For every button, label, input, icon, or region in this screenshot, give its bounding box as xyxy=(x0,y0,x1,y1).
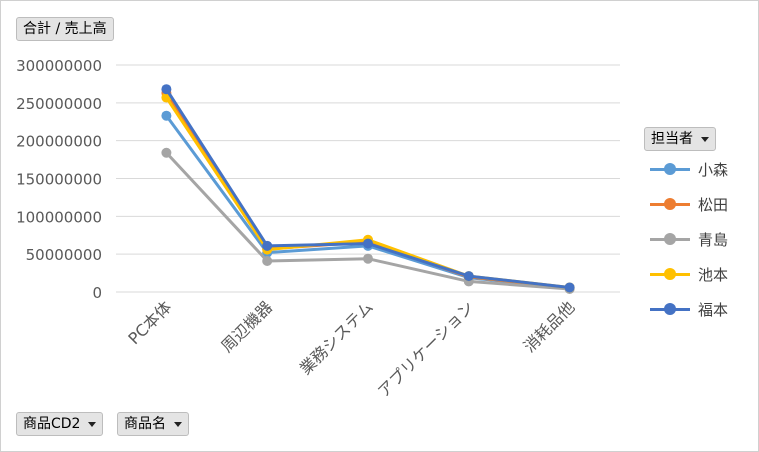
data-point[interactable] xyxy=(262,255,273,266)
dropdown-arrow-icon xyxy=(701,136,709,142)
series-青島 xyxy=(161,147,575,294)
series-line xyxy=(165,151,570,291)
y-tick-label: 100000000 xyxy=(16,208,102,226)
data-point[interactable] xyxy=(161,147,172,158)
y-axis-tick-labels: 0 50000000 100000000 150000000 200000000 2500… xyxy=(16,57,102,302)
x-tick-label: PC本体 xyxy=(124,297,175,348)
legend-label: 小森 xyxy=(698,161,729,179)
axis-field-label: 商品名 xyxy=(124,416,166,432)
x-tick-label: 業務システム xyxy=(296,297,377,378)
values-field-button[interactable]: 合計 / 売上高 xyxy=(16,17,114,41)
legend-label: 青島 xyxy=(698,231,729,249)
data-point[interactable] xyxy=(564,282,575,293)
series-福本 xyxy=(161,84,575,293)
legend-field-button[interactable]: 担当者 xyxy=(644,127,716,151)
data-point[interactable] xyxy=(363,238,373,249)
x-tick-label: 周辺機器 xyxy=(217,297,276,356)
series-小森 xyxy=(161,110,575,294)
x-tick-label: 消耗品他 xyxy=(520,297,579,356)
dropdown-arrow-icon xyxy=(88,421,97,427)
values-field-label: 合計 / 売上高 xyxy=(23,21,107,37)
y-tick-label: 50000000 xyxy=(26,246,102,264)
legend-label: 福本 xyxy=(698,301,729,319)
y-tick-label: 300000000 xyxy=(16,57,102,75)
legend-item[interactable]: 小森 xyxy=(648,160,758,180)
y-tick-label: 200000000 xyxy=(16,133,102,151)
axis-field-button-product-name[interactable]: 商品名 xyxy=(117,412,189,436)
y-tick-label: 250000000 xyxy=(16,95,102,113)
data-point[interactable] xyxy=(262,240,273,251)
legend-dot-marker xyxy=(664,198,676,210)
legend-field-label: 担当者 xyxy=(651,131,693,147)
axis-field-label: 商品CD2 xyxy=(23,416,81,432)
series-group xyxy=(161,84,575,294)
legend-item[interactable]: 池本 xyxy=(648,265,758,285)
axis-field-button-product-code[interactable]: 商品CD2 xyxy=(16,412,104,436)
data-point[interactable] xyxy=(363,253,373,264)
legend-item[interactable]: 青島 xyxy=(648,230,758,250)
legend-dot-marker xyxy=(664,233,676,245)
dropdown-arrow-icon xyxy=(174,421,182,427)
legend-label: 池本 xyxy=(698,266,729,284)
legend-item[interactable]: 松田 xyxy=(648,195,758,215)
data-point[interactable] xyxy=(161,110,172,121)
x-tick-label: アプリケーション xyxy=(374,297,478,401)
legend-item[interactable]: 福本 xyxy=(648,300,758,320)
legend-dot-marker xyxy=(664,268,676,280)
legend-dot-marker xyxy=(664,163,676,175)
y-tick-label: 150000000 xyxy=(16,171,102,189)
y-tick-label: 0 xyxy=(92,284,102,302)
legend-label: 松田 xyxy=(698,196,729,214)
data-point[interactable] xyxy=(463,271,474,282)
legend-dot-marker xyxy=(664,303,676,315)
gridlines xyxy=(116,64,620,293)
data-point[interactable] xyxy=(161,84,172,95)
